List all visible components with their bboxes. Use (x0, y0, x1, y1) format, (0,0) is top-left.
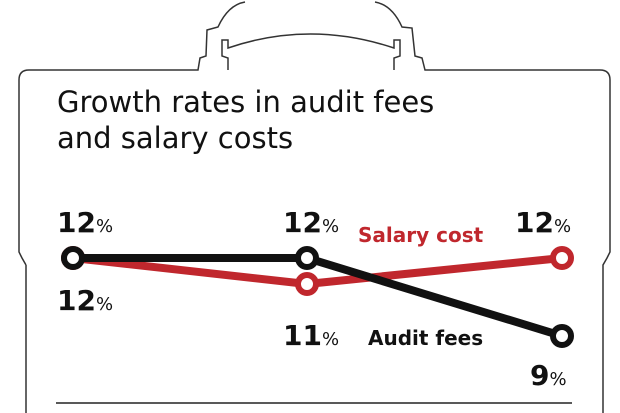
salary-cost-data-label: 12% (515, 206, 571, 239)
audit-fees-data-label: 12% (57, 206, 113, 239)
chart-title-line-1: Growth rates in audit fees (57, 85, 434, 119)
salary-cost-data-label: 11% (283, 319, 339, 352)
salary-cost-data-label: 12% (57, 284, 113, 317)
briefcase-handle (221, 33, 401, 70)
audit-fees-data-label: 9% (530, 359, 567, 392)
salary-cost-series-label: Salary cost (358, 223, 484, 247)
audit-fees-point (550, 324, 574, 348)
audit-fees-point (61, 246, 85, 270)
briefcase-outline (18, 1, 611, 413)
audit-fees-series-label: Audit fees (368, 326, 483, 350)
audit-fees-point (295, 246, 319, 270)
audit-fees-data-label: 12% (283, 206, 339, 239)
salary-cost-point (295, 272, 319, 296)
chart-title-line-2: and salary costs (57, 121, 293, 155)
salary-cost-point (550, 246, 574, 270)
